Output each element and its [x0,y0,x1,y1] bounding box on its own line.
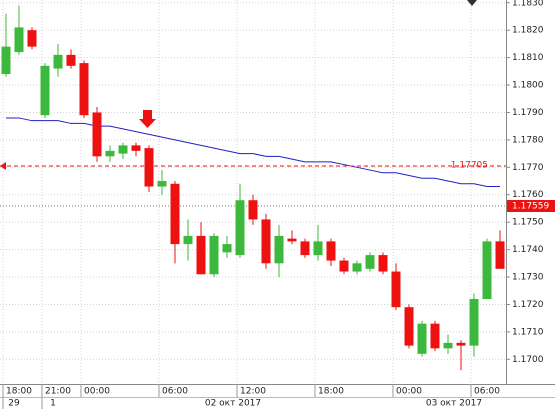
y-tick-label: 1.1700 [512,355,544,365]
x-tick-label: 00:00 [84,387,110,397]
sell-arrow [139,110,156,128]
x-tick-label: 06:00 [162,387,188,397]
candle-body [170,183,180,245]
candle-body [391,271,401,308]
y-tick-label: 1.1710 [512,327,544,337]
y-tick-label: 1.1830 [512,0,544,8]
y-tick-label: 1.1750 [512,218,544,228]
x-tick-label: 06:00 [474,387,500,397]
last-price-box [507,199,555,212]
date-label: 02 окт 2017 [205,399,261,409]
date-label: 1 [50,399,56,409]
moving-average [6,117,500,188]
candle-body [482,241,492,299]
price-level-arrow [0,161,6,170]
y-tick-label: 1.1720 [512,300,544,310]
candle-body [430,323,440,349]
candle-body [209,235,219,275]
candle-body [274,235,284,264]
candle-body [404,307,414,346]
candle-body [235,200,245,256]
candle-body [456,342,466,346]
candle-body [365,255,375,269]
candle-body [183,235,193,245]
candle-body [222,244,232,253]
candle-body [313,241,323,256]
candle-body [495,241,505,269]
candle-body [92,112,102,157]
y-tick-label: 1.1820 [512,26,544,36]
scroll-marker[interactable] [467,0,477,6]
candle-body [131,145,141,151]
y-tick-label: 1.1800 [512,81,544,91]
y-tick-label: 1.1760 [512,190,544,200]
y-tick-label: 1.1740 [512,245,544,255]
candle-body [326,241,336,261]
date-label: 03 окт 2017 [426,399,482,409]
x-tick-label: 18:00 [318,387,344,397]
last-price-label: 1.17559 [512,201,549,211]
candle-body [443,342,453,349]
plot [0,5,506,371]
candle-body [144,148,154,187]
candle-body [53,54,63,69]
y-tick-label: 1.1810 [512,53,544,63]
candle-body [157,181,167,187]
price-level-label: 1.17705 [451,160,488,170]
candle-body [118,145,128,154]
candle-body [417,323,427,354]
candle-body [79,63,89,116]
x-tick-label: 00:00 [396,387,422,397]
candle-body [1,46,11,75]
y-tick-label: 1.1790 [512,108,544,118]
x-tick-label: 12:00 [240,387,266,397]
x-tick-label: 21:00 [45,387,71,397]
y-tick-label: 1.1730 [512,273,544,283]
candle-body [352,263,362,272]
candle-body [14,27,24,53]
x-tick-label: 18:00 [6,387,32,397]
candle-body [300,241,310,256]
y-tick-label: 1.1780 [512,135,544,145]
candle-body [248,200,258,220]
y-tick-label: 1.1770 [512,163,544,173]
candle-body [105,150,115,157]
candle-body [378,255,388,272]
candle-body [66,54,76,66]
candle-body [469,298,479,346]
candle-body [40,65,50,116]
date-label: 29 [8,399,20,409]
grid [0,0,506,384]
candle-body [27,30,37,47]
candle-body [287,238,297,242]
candle-body [261,219,271,264]
candle-body [196,235,206,275]
candle-body [339,260,349,272]
